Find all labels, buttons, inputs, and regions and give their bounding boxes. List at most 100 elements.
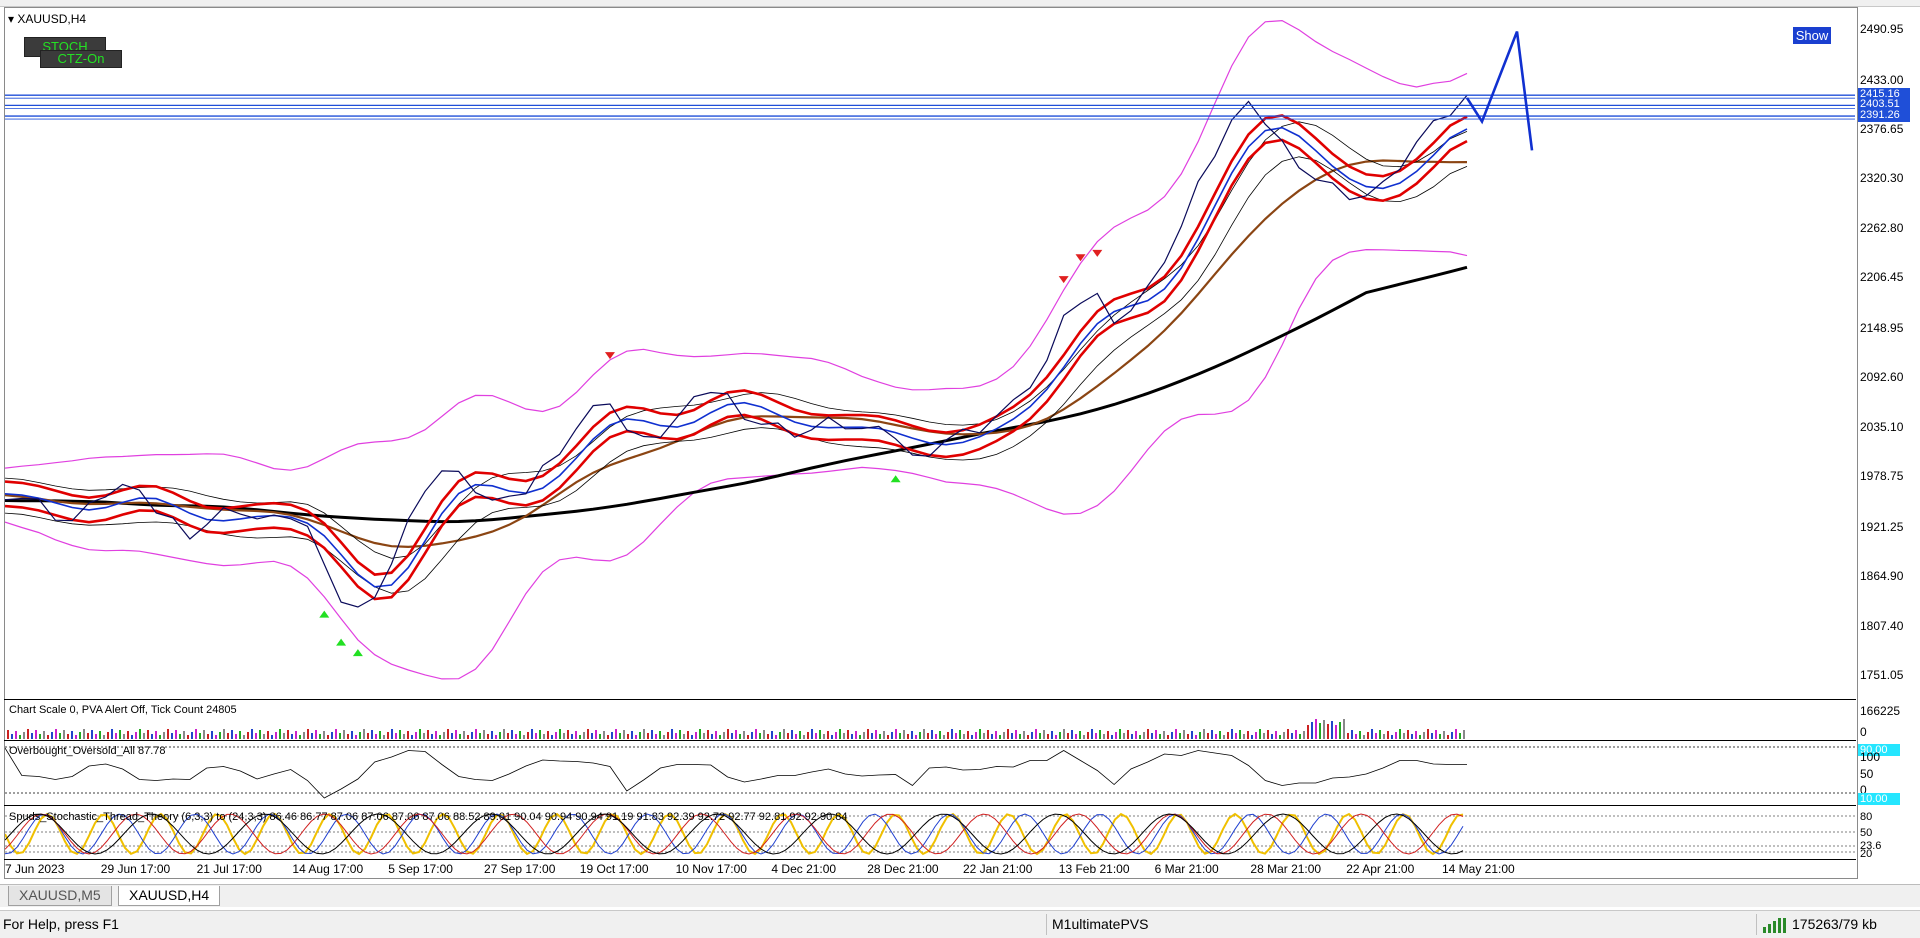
volume-bar xyxy=(1123,733,1125,739)
price-tick-label: 1807.40 xyxy=(1860,619,1904,634)
status-profile: M1ultimatePVS xyxy=(1052,916,1149,932)
volume-bar xyxy=(811,729,813,739)
volume-bar xyxy=(35,730,37,739)
volume-bar xyxy=(207,734,209,739)
volume-tick-zero: 0 xyxy=(1860,725,1867,739)
volume-bar xyxy=(1455,729,1457,739)
volume-bar xyxy=(1415,731,1417,739)
oscillator-pane[interactable] xyxy=(5,741,1855,805)
volume-bar xyxy=(171,733,173,739)
volume-bar xyxy=(447,729,449,739)
price-pane[interactable] xyxy=(5,8,1855,698)
volume-bar xyxy=(935,734,937,739)
volume-bar xyxy=(399,730,401,739)
volume-bar xyxy=(319,734,321,739)
chart-symbol-title: ▾ XAUUSD,H4 xyxy=(8,12,87,26)
horizontal-level-label: 2415.16 xyxy=(1858,88,1910,102)
volume-bar xyxy=(323,731,325,739)
price-tick-label: 2320.30 xyxy=(1860,171,1904,186)
status-help: For Help, press F1 xyxy=(3,916,119,932)
volume-bar xyxy=(243,735,245,739)
volume-bar xyxy=(667,732,669,739)
volume-bar xyxy=(287,730,289,739)
volume-bar xyxy=(379,731,381,739)
volume-bar xyxy=(1355,734,1357,739)
volume-bar xyxy=(1239,730,1241,739)
sell-signal-icon xyxy=(1092,249,1103,257)
volume-bar xyxy=(587,729,589,739)
volume-bar xyxy=(835,732,837,739)
volume-bar xyxy=(43,731,45,739)
horizontal-level-label: 2391.26 xyxy=(1858,109,1910,123)
volume-bar xyxy=(311,733,313,739)
oscillator-line xyxy=(5,747,1467,799)
volume-bar xyxy=(387,732,389,739)
volume-bar xyxy=(11,734,13,739)
volume-bar xyxy=(679,730,681,739)
volume-bar xyxy=(163,732,165,739)
buy-signal-icon xyxy=(890,475,901,483)
volume-bar xyxy=(31,733,33,739)
volume-bar xyxy=(367,733,369,739)
volume-bar xyxy=(1383,734,1385,739)
volume-bar xyxy=(979,729,981,739)
volume-bar xyxy=(1271,734,1273,739)
tab-xauusd-m5[interactable]: XAUUSD,M5 xyxy=(8,886,112,906)
volume-bar xyxy=(539,730,541,739)
volume-bar xyxy=(779,732,781,739)
volume-bar xyxy=(483,730,485,739)
oscillator-level-high: 90.00 xyxy=(1858,744,1900,756)
stochastic-pane[interactable] xyxy=(5,806,1855,858)
tab-xauusd-h4[interactable]: XAUUSD,H4 xyxy=(118,886,221,906)
buy-signal-icon xyxy=(352,649,363,657)
volume-bar xyxy=(775,735,777,739)
volume-bar xyxy=(743,731,745,739)
volume-bar xyxy=(975,732,977,739)
volume-bar xyxy=(699,729,701,739)
volume-bar xyxy=(495,735,497,739)
volume-bar xyxy=(551,735,553,739)
volume-bar xyxy=(23,732,25,739)
stochastic-chart xyxy=(5,812,1855,856)
price-chart[interactable] xyxy=(5,8,1855,698)
volume-bar xyxy=(1311,722,1313,739)
toolbar-strip xyxy=(0,0,1920,7)
volume-bar xyxy=(547,731,549,739)
volume-bar xyxy=(519,731,521,739)
volume-bar xyxy=(1163,731,1165,739)
pane-separator xyxy=(4,805,1856,806)
volume-bar xyxy=(1191,731,1193,739)
volume-bar xyxy=(771,731,773,739)
price-tick-label: 2148.95 xyxy=(1860,320,1904,335)
volume-bar xyxy=(759,733,761,739)
envelope-upper-line xyxy=(5,121,1468,559)
volume-bar xyxy=(439,735,441,739)
volume-pane[interactable] xyxy=(5,700,1855,740)
volume-bar xyxy=(491,731,493,739)
volume-bar xyxy=(1007,729,1009,739)
volume-bar xyxy=(271,735,273,739)
volume-bar xyxy=(155,731,157,739)
volume-bar xyxy=(463,731,465,739)
volume-bar xyxy=(1323,720,1325,739)
volume-bar xyxy=(1127,730,1129,739)
volume-bar xyxy=(615,729,617,739)
volume-bar xyxy=(1359,731,1361,739)
volume-bar xyxy=(479,733,481,739)
volume-bar xyxy=(103,735,105,739)
upper-band-line xyxy=(5,19,1468,471)
volume-bar xyxy=(147,730,149,739)
volume-bar xyxy=(407,731,409,739)
show-button[interactable]: Show xyxy=(1793,27,1831,44)
volume-bar xyxy=(55,729,57,739)
volume-bar xyxy=(183,731,185,739)
ctz-button[interactable]: CTZ-On xyxy=(40,50,122,68)
volume-bar xyxy=(395,733,397,739)
volume-bar xyxy=(487,734,489,739)
chart-tab-bar: XAUUSD,M5 XAUUSD,H4 xyxy=(0,884,1920,907)
volume-bar xyxy=(1259,729,1261,739)
volume-bar xyxy=(959,730,961,739)
volume-bar xyxy=(607,735,609,739)
price-tick-label: 2262.80 xyxy=(1860,221,1904,236)
volume-bar xyxy=(783,729,785,739)
